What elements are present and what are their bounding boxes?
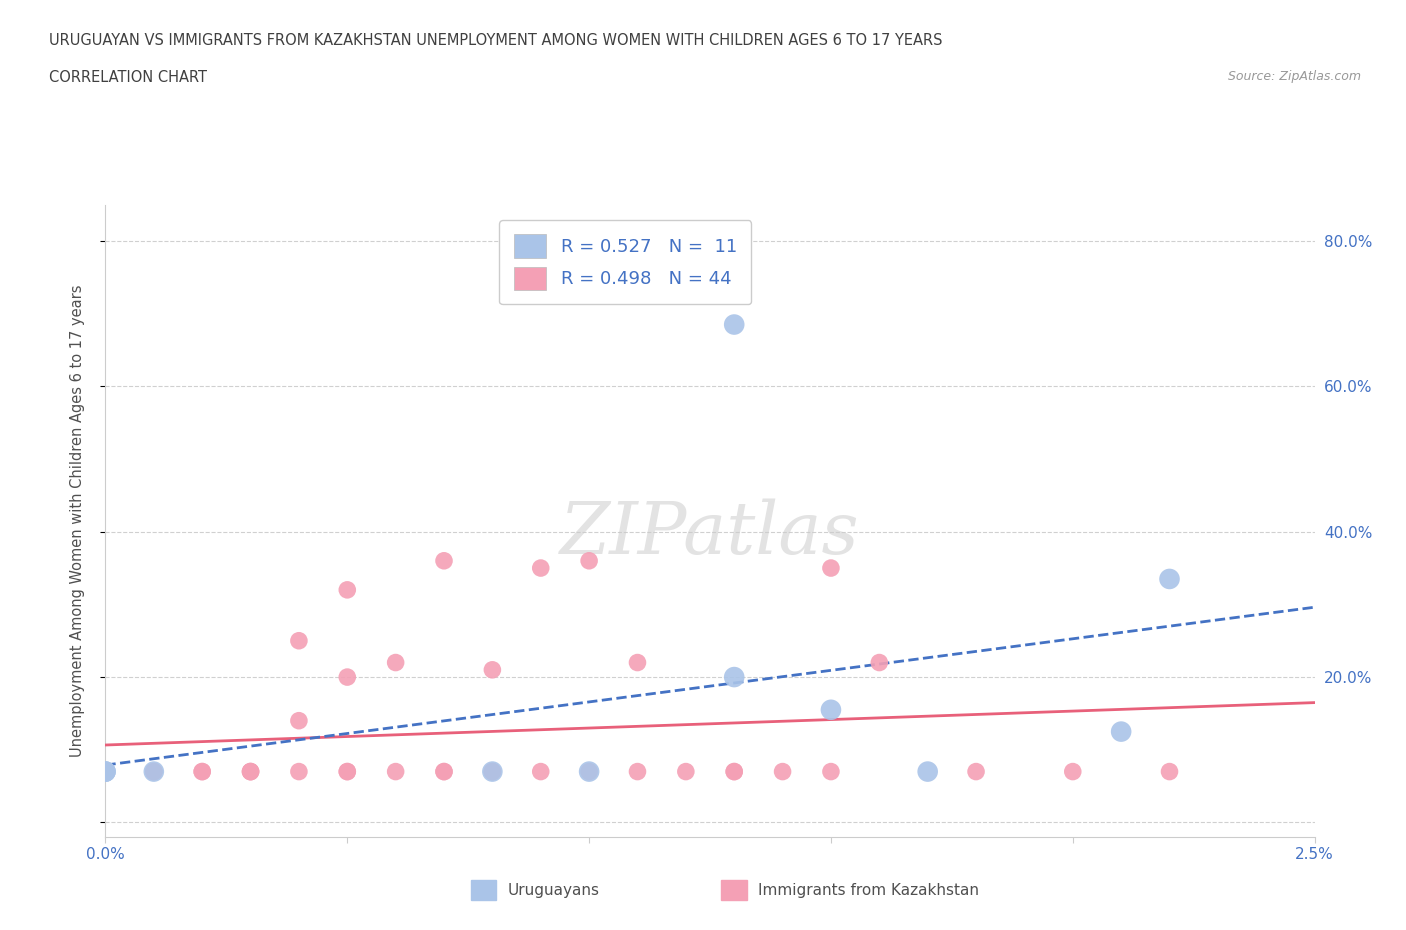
Point (433, 553, 456, 568)
Point (94, 764, 117, 779)
Point (94, 764, 117, 779)
Point (142, 764, 165, 779)
Text: ZIPatlas: ZIPatlas (560, 498, 860, 569)
Point (384, 655, 406, 670)
Point (384, 764, 406, 779)
Point (723, 764, 745, 779)
Point (288, 633, 311, 648)
Point (820, 764, 842, 779)
Point (288, 713, 311, 728)
Point (1159, 764, 1181, 779)
Point (94, 764, 117, 779)
Point (820, 702, 842, 717)
Point (336, 670, 359, 684)
Point (723, 670, 745, 684)
Point (1062, 764, 1084, 779)
Point (142, 764, 165, 779)
Point (336, 764, 359, 779)
Point (868, 655, 890, 670)
Text: CORRELATION CHART: CORRELATION CHART (49, 70, 207, 85)
Point (433, 764, 456, 779)
Point (917, 764, 939, 779)
Text: Source: ZipAtlas.com: Source: ZipAtlas.com (1227, 70, 1361, 83)
Point (1159, 572, 1181, 587)
Point (336, 582, 359, 597)
Bar (721, 880, 747, 900)
Point (239, 764, 262, 779)
Point (772, 764, 794, 779)
Point (530, 561, 553, 576)
Point (239, 764, 262, 779)
Point (626, 655, 648, 670)
Point (820, 561, 842, 576)
Legend: R = 0.527   N =  11, R = 0.498   N = 44: R = 0.527 N = 11, R = 0.498 N = 44 (499, 220, 751, 304)
Point (94, 764, 117, 779)
Text: Uruguayans: Uruguayans (508, 883, 599, 897)
Point (94, 764, 117, 779)
Point (142, 764, 165, 779)
Text: URUGUAYAN VS IMMIGRANTS FROM KAZAKHSTAN UNEMPLOYMENT AMONG WOMEN WITH CHILDREN A: URUGUAYAN VS IMMIGRANTS FROM KAZAKHSTAN … (49, 33, 942, 47)
Point (578, 764, 600, 779)
Point (94, 764, 117, 779)
Point (530, 764, 553, 779)
Point (191, 764, 214, 779)
Point (288, 764, 311, 779)
Point (94, 764, 117, 779)
Point (481, 764, 503, 779)
Point (578, 764, 600, 779)
Bar (471, 880, 496, 900)
Point (191, 764, 214, 779)
Point (94, 764, 117, 779)
Point (578, 553, 600, 568)
Point (723, 317, 745, 332)
Point (1109, 724, 1132, 739)
Point (481, 764, 503, 779)
Point (481, 764, 503, 779)
Point (626, 764, 648, 779)
Point (336, 764, 359, 779)
Point (433, 764, 456, 779)
Text: Immigrants from Kazakhstan: Immigrants from Kazakhstan (758, 883, 979, 897)
Point (94, 764, 117, 779)
Point (965, 764, 987, 779)
Y-axis label: Unemployment Among Women with Children Ages 6 to 17 years: Unemployment Among Women with Children A… (70, 285, 84, 757)
Point (481, 662, 503, 677)
Point (239, 764, 262, 779)
Point (723, 764, 745, 779)
Point (675, 764, 697, 779)
